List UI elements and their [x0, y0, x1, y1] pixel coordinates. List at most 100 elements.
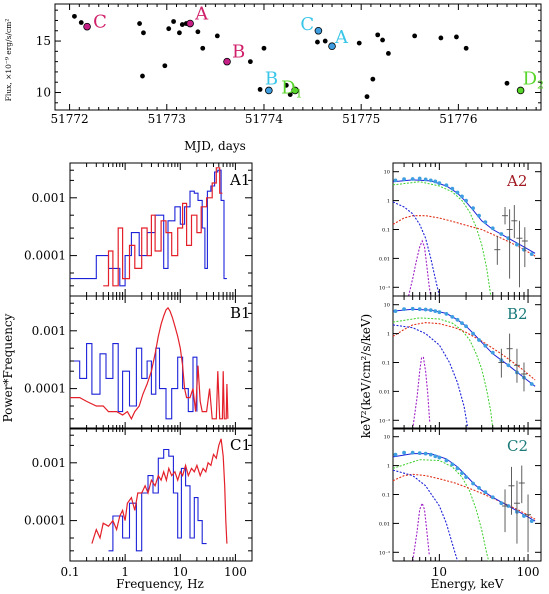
- spectrum-xtick-label: 100: [517, 565, 540, 579]
- pds-series-red: [91, 438, 228, 544]
- spectrum-ytick-label: 0.01: [379, 389, 390, 395]
- lightcurve-point: [370, 76, 376, 82]
- lightcurve-point: [162, 63, 168, 69]
- spectrum-data-point: [423, 451, 428, 456]
- spectrum-data-point: [455, 466, 460, 471]
- lightcurve-xtick-label: 51773: [148, 112, 186, 126]
- spectrum-data-point: [393, 309, 398, 314]
- pds-ytick-label: 0.0001: [24, 382, 66, 396]
- highlight-point-a: [328, 42, 336, 50]
- spectrum-data-point: [417, 307, 422, 312]
- highlight-label-b: B: [265, 68, 278, 89]
- highlight-point-b: [223, 57, 231, 66]
- spectrum-component-red: [392, 322, 536, 381]
- spectrum-data-point: [417, 451, 422, 456]
- spectrum-data-point: [410, 306, 415, 311]
- lightcurve-point: [78, 20, 84, 25]
- lightcurve-ylabel: Flux, ×10⁻⁹ erg/s/cm²: [4, 19, 13, 102]
- lightcurve-point: [380, 37, 385, 43]
- lightcurve-point: [463, 45, 469, 51]
- spectrum-component-green: [392, 317, 494, 430]
- spectrum-data-point: [402, 307, 406, 312]
- highlight-point-c: [83, 22, 91, 31]
- spectrum-component-blue: [392, 201, 440, 297]
- lightcurve-point: [137, 21, 142, 26]
- lightcurve-point: [179, 22, 185, 27]
- pds-series-blue: [70, 169, 227, 287]
- lightcurve-point: [454, 34, 459, 40]
- spectrum-model-total: [392, 308, 536, 387]
- lightcurve-point: [72, 13, 77, 19]
- spectrum-data-point: [437, 455, 442, 460]
- spectrum-data-point: [464, 475, 468, 480]
- lightcurve-point: [438, 35, 444, 41]
- highlight-label-d: D1: [281, 77, 302, 100]
- spectrum-data-point: [423, 307, 428, 312]
- spectrum-data-point: [464, 324, 468, 329]
- lightcurve-point: [322, 38, 328, 44]
- spectrum-data-point: [506, 363, 511, 368]
- spectrum-ytick-label: 1: [387, 199, 390, 205]
- pds-panel-a1: 0.001 0.0001 A1: [24, 162, 253, 297]
- spectrum-data-point: [477, 485, 481, 490]
- pds-panel-label: B1: [230, 304, 251, 322]
- spectrum-data-point: [433, 454, 438, 459]
- spectrum-data-point: [437, 310, 442, 315]
- spectrum-data-point: [490, 495, 495, 500]
- lightcurve-ytick-label: 10: [36, 86, 51, 100]
- spectrum-data-point: [506, 504, 511, 508]
- spectrum-panel-label: C2: [507, 437, 528, 455]
- spectrum-component-purple: [412, 356, 431, 430]
- lightcurve-point: [171, 19, 176, 24]
- lightcurve-point: [385, 50, 391, 56]
- spectrum-data-point: [410, 177, 415, 181]
- lightcurve-xtick-label: 51775: [342, 112, 380, 126]
- pds-panel-label: A1: [229, 171, 250, 189]
- lightcurve-frame: [54, 3, 542, 111]
- spectrum-component-red: [392, 215, 536, 257]
- highlight-label-b: B: [232, 42, 245, 63]
- spectrum-data-point: [393, 178, 398, 183]
- spectrum-model-total: [392, 179, 536, 254]
- energy-spectrum-chart: 10 1 0.1 0.01 10⁻³ A2 10 1 0.1 0.01 10⁻³ B2 10 1 0.1 0.…: [379, 162, 542, 579]
- pds-ytick-label: 0.001: [32, 324, 66, 338]
- spectrum-data-point: [423, 177, 428, 182]
- spectrum-ylabel: keV²(keV/cm²/s/keV): [359, 314, 373, 439]
- spectrum-data-point: [529, 382, 534, 386]
- pds-xtick-label: 1: [121, 565, 129, 579]
- spectrum-data-point: [450, 314, 455, 319]
- spectrum-model-total: [392, 453, 536, 522]
- lightcurve-point: [287, 92, 293, 97]
- pds-series-red: [103, 167, 223, 287]
- spectrum-ytick-label: 10: [384, 303, 390, 309]
- spectrum-data-point: [477, 213, 481, 218]
- spectrum-data-point: [522, 514, 526, 518]
- spectrum-xtick-label: 10: [432, 565, 447, 579]
- lightcurve-point: [364, 94, 370, 100]
- spectrum-data-point: [450, 186, 455, 191]
- pds-ytick-label: 0.0001: [24, 514, 66, 528]
- spectrum-xlabel: Energy, keV: [431, 577, 504, 591]
- pds-panel-frame: [69, 427, 253, 562]
- lightcurve-point: [283, 82, 289, 88]
- pds-xtick-label: 0.1: [60, 565, 79, 579]
- spectrum-ytick-label: 10: [384, 435, 390, 441]
- spectrum-data-point: [471, 331, 475, 336]
- spectrum-data-point: [529, 519, 534, 524]
- spectrum-data-point: [490, 226, 495, 231]
- spectrum-data-point: [402, 177, 406, 182]
- spectrum-component-purple: [408, 239, 432, 297]
- spectrum-ytick-label: 10: [384, 170, 390, 176]
- spectrum-data-point: [522, 247, 526, 252]
- highlight-point-a: [186, 19, 194, 28]
- lightcurve-xtick-label: 51772: [50, 112, 88, 126]
- pds-xtick-label: 100: [224, 565, 247, 579]
- power-spectrum-chart: 0.0010.0001A10.0010.0001B10.0010.0001C10…: [24, 162, 253, 579]
- spectrum-data-point: [455, 317, 460, 322]
- spectrum-data-point: [483, 220, 488, 225]
- spectrum-component-blue: [392, 469, 459, 562]
- spectrum-data-point: [410, 450, 415, 455]
- pds-panel-b1: 0.001 0.0001 B1: [24, 295, 253, 430]
